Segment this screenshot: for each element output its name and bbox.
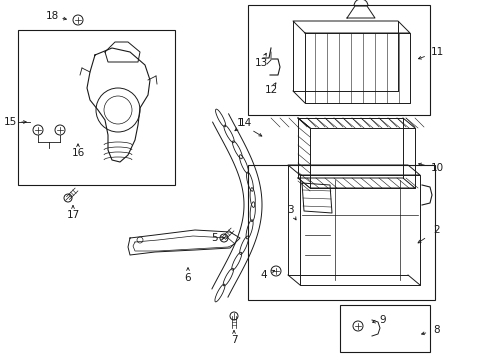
Bar <box>18 30 175 185</box>
Text: 8: 8 <box>433 325 439 335</box>
Bar <box>339 305 429 352</box>
Text: 14: 14 <box>238 118 251 128</box>
Text: 13: 13 <box>254 58 267 68</box>
Text: 7: 7 <box>230 335 237 345</box>
Text: 3: 3 <box>286 205 293 215</box>
Text: 9: 9 <box>379 315 386 325</box>
Text: 18: 18 <box>45 11 59 21</box>
Text: 10: 10 <box>429 163 443 173</box>
Text: 4: 4 <box>260 270 267 280</box>
Bar <box>247 5 429 115</box>
Bar <box>247 165 434 300</box>
Text: 15: 15 <box>3 117 17 127</box>
Text: 1: 1 <box>236 118 243 128</box>
Text: 11: 11 <box>429 47 443 57</box>
Text: 12: 12 <box>264 85 277 95</box>
Text: 5: 5 <box>211 233 218 243</box>
Text: 17: 17 <box>66 210 80 220</box>
Text: 2: 2 <box>433 225 439 235</box>
Text: 16: 16 <box>71 148 84 158</box>
Text: 6: 6 <box>184 273 191 283</box>
